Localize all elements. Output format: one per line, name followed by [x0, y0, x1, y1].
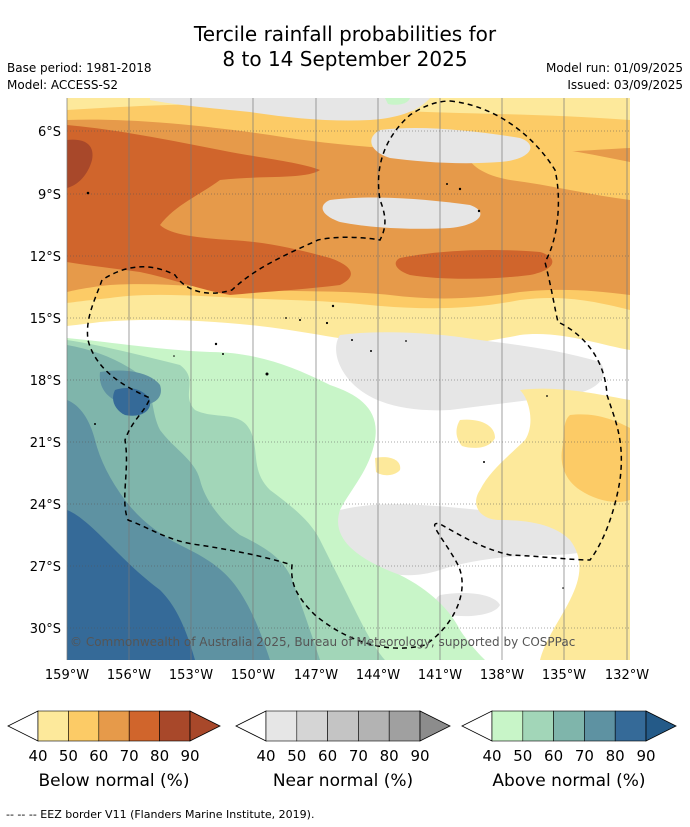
legend-above-low-extension: [461, 710, 493, 742]
legend-above-tick: 80: [606, 747, 625, 765]
legend-below-normal-title: Below normal (%): [38, 771, 190, 791]
lon-label-132w: 132°W: [605, 668, 649, 683]
legend-near-tick: 40: [256, 747, 275, 765]
legend-below-tick: 50: [59, 747, 78, 765]
below-normal-90-region: [67, 139, 93, 188]
above-normal-50-north-patch: [385, 98, 410, 105]
legend-near-tick: 90: [410, 747, 429, 765]
legend-below-normal: 40 50 60 70 80 90: [7, 710, 221, 765]
legend-near-swatch-4: [358, 710, 390, 742]
legend-near-swatch-1: [265, 710, 298, 742]
latitude-labels: 6°S 9°S 12°S 15°S 18°S 21°S 24°S 27°S 30…: [30, 125, 61, 637]
map-title-line1: Tercile rainfall probabilities for: [193, 22, 497, 46]
lat-label-18s: 18°S: [30, 374, 61, 389]
legend-near-high-extension: [419, 710, 451, 742]
lon-label-159w: 159°W: [45, 668, 89, 683]
legend-above-tick: 70: [575, 747, 594, 765]
model-run-text: Model run: 01/09/2025: [545, 61, 683, 75]
legend-below-tick: 80: [150, 747, 169, 765]
above-normal-90-patch: [113, 388, 151, 416]
legend-near-tick: 50: [287, 747, 306, 765]
legend-below-high-extension: [189, 710, 221, 742]
near-normal-50-north: [150, 98, 430, 121]
below-normal-80-east: [395, 250, 553, 279]
lat-label-27s: 27°S: [30, 560, 61, 575]
legend-near-tick: 80: [380, 747, 399, 765]
lat-label-21s: 21°S: [30, 436, 61, 451]
lon-label-138w: 138°W: [480, 668, 524, 683]
model-text: Model: ACCESS-S2: [7, 78, 119, 92]
legend-above-swatch-3: [553, 710, 585, 742]
below-normal-60-southeast: [561, 414, 630, 502]
issued-text: Issued: 03/09/2025: [567, 78, 683, 92]
islands: [86, 183, 564, 589]
legend-above-swatch-4: [584, 710, 616, 742]
lat-label-30s: 30°S: [30, 622, 61, 637]
grid-lines: [67, 130, 630, 629]
legend-near-swatch-3: [327, 710, 359, 742]
legend-near-normal: 40 50 60 70 80 90: [235, 710, 451, 765]
legend-near-tick: 60: [318, 747, 337, 765]
meridian-lines: [66, 98, 628, 660]
above-normal-90-region: [67, 510, 195, 660]
lon-label-150w: 150°W: [231, 668, 275, 683]
lat-label-24s: 24°S: [30, 498, 61, 513]
lat-label-6s: 6°S: [38, 125, 61, 140]
lat-label-9s: 9°S: [38, 188, 61, 203]
below-normal-50-central-patch: [456, 419, 495, 448]
legend-below-swatch-4: [128, 710, 160, 742]
lon-label-144w: 144°W: [356, 668, 400, 683]
legend-above-swatch-1: [491, 710, 524, 742]
legend-below-tick: 70: [120, 747, 139, 765]
lon-label-153w: 153°W: [169, 668, 213, 683]
legend-near-low-extension: [235, 710, 267, 742]
legend-below-swatch-3: [98, 710, 130, 742]
lat-label-15s: 15°S: [30, 312, 61, 327]
lon-label-156w: 156°W: [107, 668, 151, 683]
longitude-labels: 159°W 156°W 153°W 150°W 147°W 144°W 141°…: [45, 668, 649, 683]
legend-near-swatch-5: [388, 710, 421, 742]
legend-above-normal: 40 50 60 70 80 90: [461, 710, 677, 765]
legend-below-low-extension: [7, 710, 39, 742]
legend-above-normal-title: Above normal (%): [492, 771, 646, 791]
legend-below-swatch-5: [159, 710, 191, 742]
near-normal-50-mid: [322, 197, 481, 229]
near-normal-50-east: [371, 127, 531, 164]
below-normal-50-south-patch: [375, 457, 401, 476]
legend-above-tick: 90: [636, 747, 655, 765]
legend-near-swatch-2: [296, 710, 328, 742]
legend-below-tick: 40: [28, 747, 47, 765]
map-title-line2: 8 to 14 September 2025: [222, 47, 468, 71]
legend-above-swatch-5: [614, 710, 647, 742]
below-normal-80-region: [67, 125, 351, 295]
near-normal-50-far-south: [435, 593, 500, 617]
legend-near-tick: 70: [349, 747, 368, 765]
lon-label-147w: 147°W: [294, 668, 338, 683]
legend-below-swatch-2: [68, 710, 100, 742]
legend-above-tick: 40: [482, 747, 501, 765]
legend-near-normal-title: Near normal (%): [272, 771, 414, 791]
lon-label-141w: 141°W: [418, 668, 462, 683]
legend-above-tick: 50: [513, 747, 532, 765]
eez-border: [86, 100, 623, 649]
eez-footer-note: -- -- -- EEZ border V11 (Flanders Marine…: [6, 808, 315, 821]
base-period-text: Base period: 1981-2018: [7, 61, 152, 75]
legend-above-swatch-2: [522, 710, 554, 742]
lat-label-12s: 12°S: [30, 250, 61, 265]
legend-above-high-extension: [645, 710, 677, 742]
legend-below-tick: 60: [89, 747, 108, 765]
lon-label-135w: 135°W: [542, 668, 586, 683]
legend-below-tick: 90: [180, 747, 199, 765]
probability-field: [67, 98, 630, 660]
legend-below-swatch-1: [37, 710, 69, 742]
copyright-text: © Commonwealth of Australia 2025, Bureau…: [70, 635, 575, 649]
legend-above-tick: 60: [544, 747, 563, 765]
